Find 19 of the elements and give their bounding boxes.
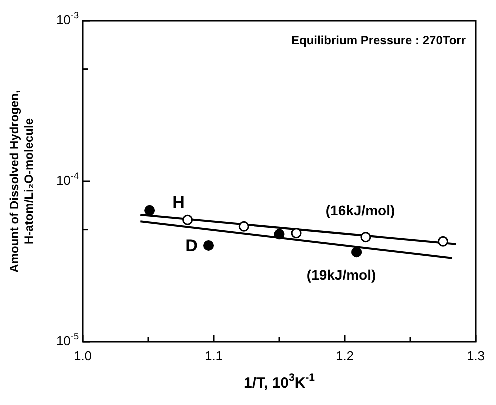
annotation: Equilibrium Pressure : 270Torr <box>292 33 466 48</box>
x-tick-label: 1.2 <box>336 348 354 364</box>
series-label: H <box>172 192 185 212</box>
x-tick-label: 1.0 <box>74 348 92 364</box>
point <box>144 205 156 216</box>
x-tick-label: 1.1 <box>204 348 224 364</box>
point <box>438 236 448 247</box>
point <box>291 228 302 239</box>
series-label: (19kJ/mol) <box>306 266 376 283</box>
series-label: D <box>186 236 198 256</box>
point <box>352 247 362 258</box>
point <box>360 232 372 243</box>
point <box>204 240 214 251</box>
point <box>182 214 194 226</box>
point <box>238 221 250 232</box>
y-axis-title: Amount of Dissolved Hydrogen, H-atom/Li₂O-molecule <box>8 90 36 273</box>
series-label: (16kJ/mol) <box>326 202 396 219</box>
point <box>274 229 285 240</box>
x-tick-label: 1.3 <box>466 348 486 364</box>
